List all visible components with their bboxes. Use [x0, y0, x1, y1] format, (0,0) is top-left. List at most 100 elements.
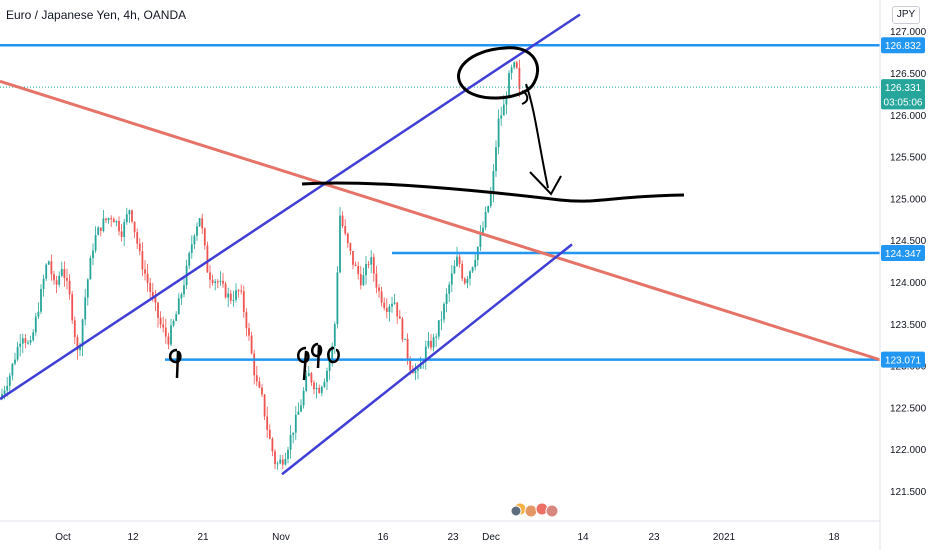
y-tick-label: 127.000: [890, 27, 927, 38]
candle-body: [167, 336, 170, 345]
candle-body: [42, 278, 45, 289]
candle-body: [190, 244, 193, 254]
candle-body: [6, 385, 9, 391]
candle-body: [307, 373, 310, 377]
candle-body: [419, 363, 422, 369]
y-tick-label: 124.500: [890, 236, 927, 247]
candle-body: [341, 215, 344, 227]
currency-button[interactable]: JPY: [892, 6, 920, 24]
descending-trendline[interactable]: [0, 79, 881, 362]
chart-title: Euro / Japanese Yen, 4h, OANDA: [6, 8, 187, 22]
drawn-circle-top: [457, 46, 539, 100]
candle-body: [131, 210, 133, 222]
candle-body: [440, 319, 443, 321]
y-tick-label: 125.500: [890, 153, 927, 164]
candle-body: [159, 317, 162, 325]
candle-body: [21, 338, 24, 344]
candle-body: [118, 221, 120, 232]
x-tick-label: 23: [447, 532, 459, 543]
y-tick-label: 126.500: [890, 69, 927, 80]
candle-body: [63, 269, 66, 278]
candle-body: [227, 293, 230, 298]
candle-body: [128, 210, 131, 215]
candle-body: [172, 320, 175, 326]
candle-body: [27, 342, 29, 344]
candle-body: [92, 250, 94, 259]
candle-body: [401, 318, 404, 340]
candle-body: [180, 294, 183, 299]
candle-body: [245, 312, 248, 329]
candle-body: [320, 386, 323, 393]
y-tick-label: 123.500: [890, 320, 927, 331]
candle-body: [222, 280, 224, 284]
candle-body: [505, 97, 508, 105]
candle-body: [474, 259, 477, 268]
levels-layer: [0, 43, 880, 361]
candle-body: [237, 290, 240, 292]
candle-body: [510, 67, 513, 73]
candle-body: [71, 294, 74, 321]
channel-lower-line[interactable]: [281, 243, 573, 476]
candle-body: [393, 302, 396, 304]
candle-body: [250, 335, 253, 354]
y-tick-label: 125.000: [890, 194, 927, 205]
x-tick-label: Oct: [55, 532, 71, 543]
candles-layer: [1, 59, 521, 470]
candle-body: [289, 434, 292, 450]
candle-body: [19, 343, 22, 347]
candle-body: [157, 302, 159, 318]
price-tag-level: [881, 351, 925, 368]
candle-body: [492, 171, 495, 194]
candle-body: [34, 316, 37, 333]
candle-body: [164, 327, 167, 337]
candle-body: [391, 303, 393, 307]
candle-body: [427, 340, 430, 347]
candle-body: [60, 269, 63, 276]
candle-body: [281, 459, 284, 465]
candle-body: [175, 314, 178, 321]
candle-body: [170, 325, 172, 345]
candle-body: [372, 257, 375, 274]
y-tick-label: 126.000: [890, 111, 927, 122]
channel-upper-line[interactable]: [0, 13, 581, 401]
candle-body: [123, 222, 126, 237]
candle-body: [388, 306, 391, 313]
candle-body: [16, 346, 19, 360]
candle-body: [183, 285, 185, 295]
candle-body: [266, 416, 269, 430]
drawn-support-line: [301, 181, 685, 203]
candle-body: [500, 115, 503, 119]
candle-body: [268, 429, 271, 439]
candle-body: [258, 381, 261, 388]
candle-body: [45, 264, 48, 279]
candle-body: [346, 233, 349, 244]
candle-body: [240, 290, 243, 292]
candle-body: [136, 232, 139, 244]
candle-body: [219, 280, 222, 282]
economic-events[interactable]: [510, 502, 559, 518]
candle-body: [326, 370, 328, 382]
y-tick-label: 124.000: [890, 278, 927, 289]
candle-body: [229, 293, 232, 301]
candle-body: [32, 332, 35, 341]
candle-body: [432, 337, 435, 348]
candle-body: [99, 227, 102, 231]
candle-body: [466, 278, 469, 284]
candle-body: [102, 218, 105, 231]
candle-body: [362, 275, 365, 286]
candle-body: [417, 368, 419, 371]
candle-body: [86, 279, 89, 298]
candle-body: [14, 359, 16, 364]
candle-body: [300, 405, 302, 412]
candle-body: [294, 414, 297, 433]
drawn-mark-1: [168, 348, 182, 379]
candle-body: [68, 280, 71, 295]
candle-body: [53, 274, 55, 281]
candle-body: [133, 221, 136, 233]
candle-body: [396, 302, 399, 317]
price-tag-level: [881, 37, 925, 54]
candle-body: [146, 273, 149, 283]
candle-body: [193, 235, 196, 245]
